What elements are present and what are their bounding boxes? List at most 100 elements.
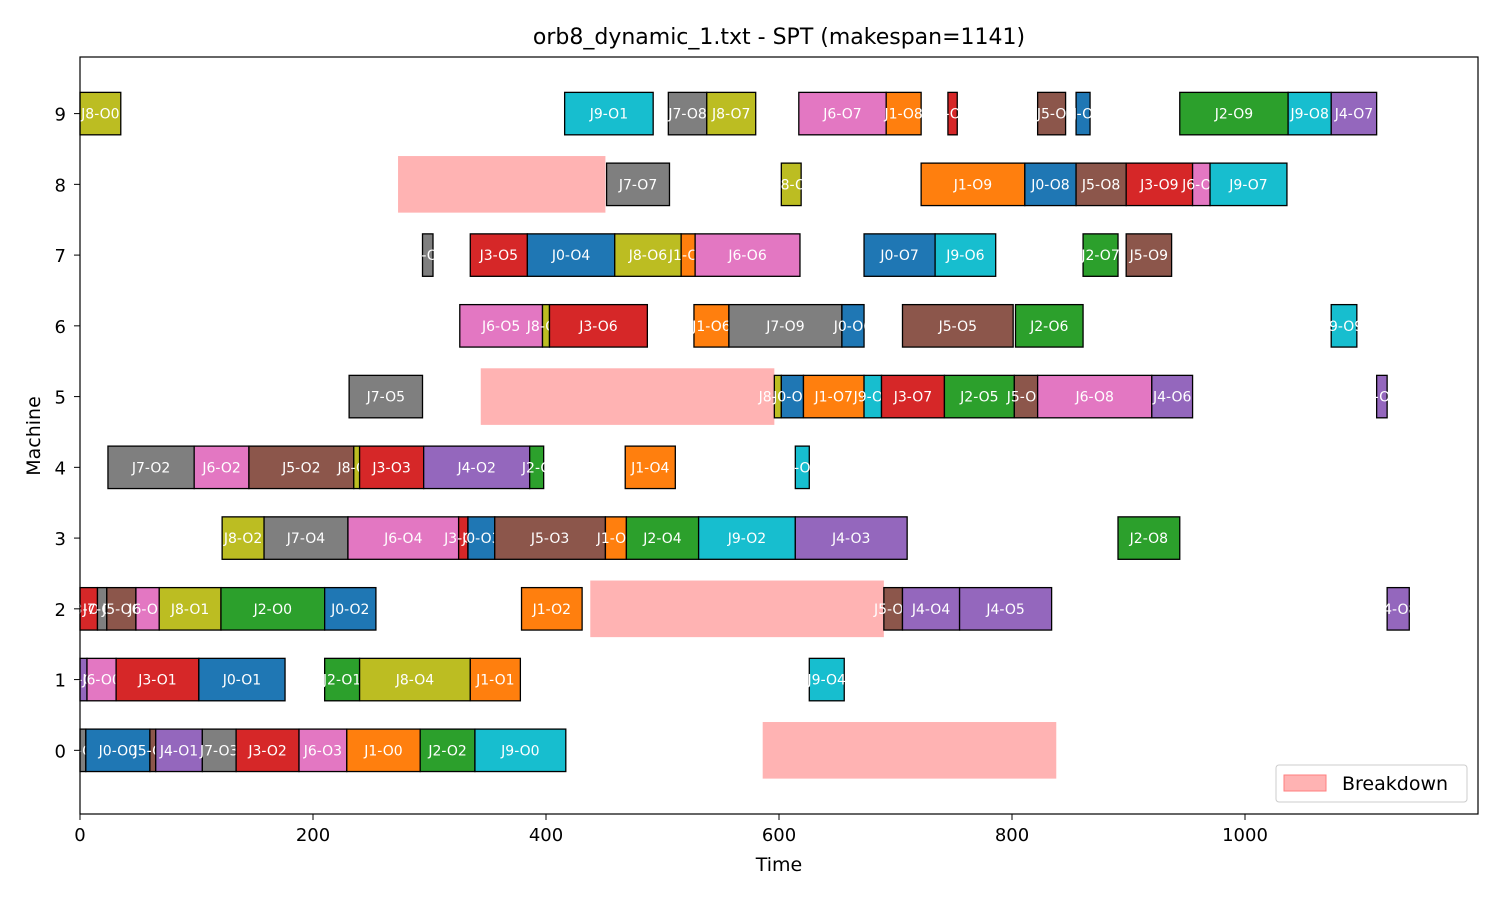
operation-rect	[494, 516, 607, 560]
operation-rect	[467, 516, 496, 560]
operation-label: J8-O	[775, 177, 806, 193]
operation-label: J3-O5	[479, 248, 518, 264]
operation-label: J0-O0	[98, 743, 137, 759]
operation-label: J2-O4	[642, 531, 681, 547]
y-tick-label: 6	[55, 317, 66, 338]
operation-rect	[1036, 374, 1153, 419]
operation-bar: J8-O0	[79, 91, 122, 136]
operation-bar: J2-O6	[1014, 303, 1084, 348]
x-tick-label: 600	[762, 825, 796, 846]
breakdown-layer	[398, 156, 1057, 779]
operation-label: J0-O8	[1030, 177, 1069, 193]
operation-label: J1-O6	[691, 319, 730, 335]
operation-rect	[614, 233, 682, 277]
legend-swatch-breakdown	[1283, 774, 1327, 792]
operation-label: J6-O0	[81, 673, 120, 689]
operation-label: J9-O0	[500, 743, 539, 759]
operation-bar: J3-O7	[880, 374, 946, 419]
y-axis-ticks: 0 1 2 3 4 5 6 7 8 9	[55, 105, 80, 762]
operation-bar: J4-O5	[958, 586, 1053, 631]
operation-rect	[943, 374, 1015, 419]
operation-label: J0-O1	[222, 673, 261, 689]
operation-bar: J3-O5	[469, 233, 529, 277]
operation-label: J7-O8	[667, 107, 706, 123]
operation-label: J8-O2	[223, 531, 262, 547]
operation-label: J9-O8	[1289, 107, 1328, 123]
operation-bar: J6-O0	[81, 657, 121, 702]
operation-label: J6-O7	[822, 107, 861, 123]
operation-label: J1-O9	[953, 177, 992, 193]
operation-bar: J3-O2	[235, 728, 300, 773]
operation-label: J5-O8	[1081, 177, 1120, 193]
operation-label: J6-O8	[1075, 390, 1114, 406]
operation-rect	[706, 91, 757, 136]
operation-rect	[248, 445, 355, 490]
operation-bar: J4-O1	[155, 728, 203, 773]
operation-bar: J6-O8	[1036, 374, 1153, 419]
operation-rect	[79, 91, 122, 136]
operation-label: J6-O2	[201, 460, 240, 476]
operation-label: J6-O3	[303, 743, 342, 759]
operation-rect	[920, 162, 1026, 207]
operation-bar: J7-O8	[667, 91, 708, 136]
breakdown-bar-2	[590, 580, 884, 638]
operation-bar: J5-O9	[1125, 233, 1173, 277]
operation-bar: J2-O9	[1179, 91, 1289, 136]
operation-bar: J8-O6	[614, 233, 682, 277]
y-tick-label: 4	[55, 458, 66, 479]
operation-label: J9-O1	[589, 107, 628, 123]
operation-rect	[841, 303, 865, 348]
operation-bar: J6-O5	[459, 303, 544, 348]
operation-rect	[1082, 233, 1119, 277]
operation-label: J6-O6	[727, 248, 766, 264]
operation-label: J-O	[1072, 107, 1093, 123]
operation-bar: J1-O4	[624, 445, 676, 490]
operation-label: J9-O6	[945, 248, 984, 264]
operation-bar: J5-O0	[101, 586, 141, 631]
operation-bar: J9-O8	[1287, 91, 1332, 136]
operation-rect	[798, 91, 887, 136]
operation-bar: J0-O7	[863, 233, 936, 277]
operation-label: J4-O3	[831, 531, 870, 547]
operation-label: J0-O3	[461, 531, 500, 547]
operation-bar: J1-O6	[691, 303, 731, 348]
operation-label: -O	[1374, 390, 1390, 406]
operation-bar: J6-O2	[193, 445, 250, 490]
operation-rect	[347, 516, 460, 560]
operation-label: J2-O0	[253, 602, 292, 618]
operation-label: J3-O2	[247, 743, 286, 759]
legend-box	[1275, 764, 1468, 803]
operation-bar: J2-O8	[1117, 516, 1181, 560]
operation-bar: J3-O1	[115, 657, 200, 702]
y-tick-label: 3	[55, 529, 66, 550]
operation-rect	[198, 657, 286, 702]
y-tick-label: 5	[55, 388, 66, 409]
operation-rect	[459, 303, 544, 348]
operation-bar: J0-O3	[461, 516, 501, 560]
legend-label-breakdown: Breakdown	[1342, 773, 1448, 795]
operation-bar: J9-O9	[1324, 303, 1363, 348]
operation-bar: J3-O6	[548, 303, 649, 348]
x-tick-label: 0	[74, 825, 85, 846]
y-tick-label: 8	[55, 175, 66, 196]
y-tick-label: 9	[55, 105, 66, 126]
operation-rect	[1075, 162, 1127, 207]
operation-bar: J6-O1	[127, 586, 167, 631]
operation-label: J1-O3	[596, 531, 635, 547]
operation-label: J7-O4	[286, 531, 325, 547]
operation-rect	[667, 91, 708, 136]
operation-bar: J9-O2	[697, 516, 796, 560]
operation-bar: J4-O6	[1151, 374, 1194, 419]
operation-label: J1-O4	[630, 460, 669, 476]
operation-rect	[885, 91, 922, 136]
operation-bar: J4-O4	[901, 586, 961, 631]
operation-label: J1-O1	[475, 673, 514, 689]
operation-label: J6-O5	[481, 319, 520, 335]
operation-label: J5-O3	[530, 531, 569, 547]
operation-label: J2-O6	[1029, 319, 1068, 335]
x-tick-label: 200	[296, 825, 330, 846]
operation-bar: J1-O2	[520, 586, 583, 631]
operation-label: J7-O2	[131, 460, 170, 476]
operation-rect	[624, 445, 676, 490]
operation-label: -O	[944, 107, 960, 123]
